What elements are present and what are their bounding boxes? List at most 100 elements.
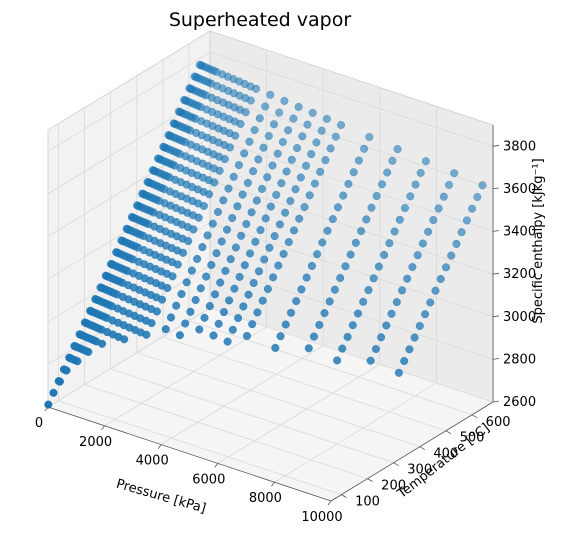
data-points: [44, 60, 487, 409]
x-tick-mark: [214, 463, 219, 468]
z-tick-label: 3800: [503, 139, 536, 154]
data-point: [215, 166, 224, 175]
grid-line-x-floor: [217, 364, 381, 464]
data-point: [254, 267, 264, 276]
data-point: [250, 125, 259, 135]
data-point: [426, 298, 435, 307]
data-point: [212, 249, 221, 258]
data-point: [284, 238, 293, 247]
data-point: [416, 168, 425, 177]
data-point: [269, 273, 278, 282]
y-tick-label: 100: [355, 495, 380, 510]
data-point: [296, 173, 305, 182]
chart-title: Superheated vapor: [169, 9, 352, 31]
data-point: [268, 161, 277, 170]
data-point: [234, 161, 243, 170]
data-point: [230, 284, 239, 293]
data-point: [343, 332, 352, 341]
pane-floor: [48, 308, 493, 501]
y-tick-mark: [471, 414, 478, 419]
data-point: [336, 273, 345, 283]
data-point: [256, 226, 265, 235]
data-point: [120, 335, 129, 344]
data-point: [473, 192, 482, 202]
data-point: [246, 96, 255, 105]
data-point: [331, 132, 340, 141]
z-tick-label: 2800: [503, 352, 536, 367]
data-point: [177, 289, 186, 299]
y-tick-mark: [419, 446, 426, 451]
data-point: [275, 220, 284, 229]
z-axis-label: Specific enthalpy [kJkg⁻¹]: [531, 158, 546, 323]
data-point: [297, 285, 306, 294]
data-point: [408, 262, 417, 272]
data-point: [309, 332, 319, 341]
pane-back: [210, 31, 493, 402]
data-point: [279, 249, 288, 258]
data-point: [308, 108, 317, 117]
data-point: [377, 333, 386, 342]
data-point: [276, 332, 285, 341]
data-point: [457, 228, 466, 237]
data-point: [248, 320, 257, 329]
data-point: [255, 114, 264, 123]
y-tick-label: 300: [407, 463, 432, 478]
data-point: [478, 181, 487, 190]
data-point: [208, 219, 217, 228]
data-point: [62, 366, 71, 375]
x-tick-label: 8000: [249, 491, 282, 506]
data-point: [411, 180, 420, 189]
data-point: [152, 307, 161, 316]
data-point: [269, 120, 279, 129]
data-point: [178, 248, 188, 257]
data-point: [225, 143, 235, 152]
data-point: [328, 215, 337, 224]
tick-labels: 0 2000 4000 6000 8000 10000 100200300400500600…: [35, 139, 536, 525]
y-axis-line: [330, 401, 494, 502]
data-point: [249, 167, 258, 176]
data-point: [353, 309, 363, 318]
data-point: [186, 307, 195, 316]
data-point: [320, 309, 329, 318]
y-tick-mark: [393, 462, 399, 467]
data-point: [450, 169, 459, 178]
data-point: [187, 266, 196, 275]
data-point: [275, 108, 284, 117]
data-point: [330, 285, 339, 294]
data-point: [374, 262, 383, 271]
grid-line-x-floor: [274, 382, 437, 483]
data-point: [265, 243, 274, 252]
data-point: [261, 214, 270, 223]
data-point: [367, 203, 376, 212]
data-point: [240, 149, 249, 158]
grid-line-y-floor: [136, 352, 420, 448]
grid-line-z-back: [209, 179, 494, 275]
data-point: [199, 201, 208, 211]
data-point: [333, 356, 342, 365]
x-tick-mark: [157, 444, 162, 449]
grid-line-z-back: [209, 94, 494, 190]
data-point: [289, 226, 299, 235]
data-point: [385, 239, 394, 248]
data-point: [300, 202, 309, 212]
data-point: [196, 284, 205, 293]
data-point: [270, 232, 279, 241]
data-point: [237, 231, 246, 240]
data-point: [273, 149, 282, 158]
data-point: [292, 297, 301, 306]
data-point: [418, 239, 427, 248]
z-tick-label: 3200: [503, 267, 536, 282]
data-point: [395, 215, 404, 224]
y-tick-mark: [367, 478, 373, 482]
data-point: [266, 90, 275, 99]
data-point: [403, 274, 412, 283]
x-tick-mark: [44, 406, 49, 412]
grid-line-x-floor: [104, 326, 267, 427]
data-point: [219, 308, 228, 317]
data-point: [305, 191, 314, 200]
data-point: [397, 286, 407, 295]
data-point: [468, 204, 477, 213]
data-point: [349, 168, 358, 177]
data-point: [97, 339, 107, 348]
data-point: [439, 192, 448, 201]
